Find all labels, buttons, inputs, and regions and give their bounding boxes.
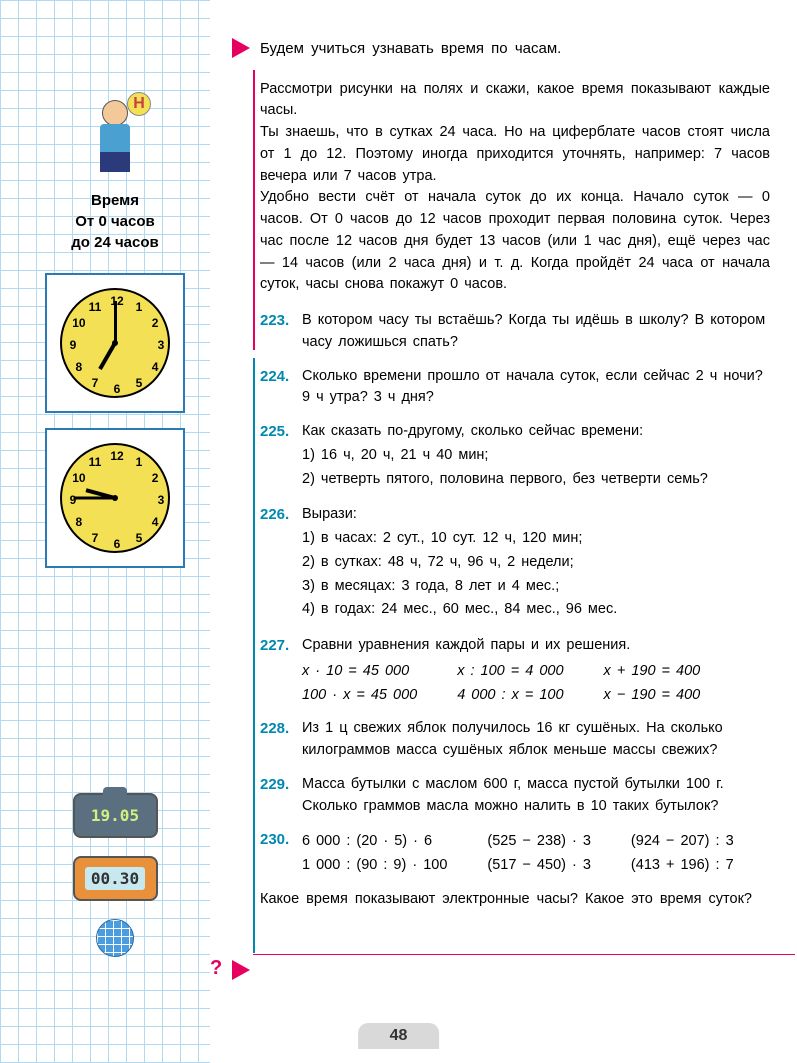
ex-225-lead: Как сказать по-другому, сколько сейчас в…	[302, 421, 770, 443]
ex-226-l3: 3) в месяцах: 3 года, 8 лет и 4 мес.;	[302, 576, 770, 598]
clock-number: 4	[147, 359, 163, 375]
exercise-226: 226. Вырази: 1) в часах: 2 сут., 10 сут.…	[260, 504, 770, 623]
clock-number: 2	[147, 470, 163, 486]
ex-225-l2: 2) четверть пятого, половина первого, бе…	[302, 469, 770, 491]
globe-icon	[96, 919, 134, 957]
main-content: Будем учиться узнавать время по часам. Р…	[260, 38, 770, 911]
clock-number: 10	[71, 315, 87, 331]
clock-number: 1	[131, 454, 147, 470]
ex-228-text: Из 1 ц свежих яблок получилось 16 кг суш…	[302, 718, 770, 762]
digital-clock-1-value: 19.05	[91, 806, 139, 825]
ex-224-text: Сколько времени прошло от начала суток, …	[302, 366, 770, 410]
ex-226-lead: Вырази:	[302, 504, 770, 526]
eq-c1r1: x · 10 = 45 000	[302, 661, 417, 683]
pink-bottom-line	[253, 954, 795, 955]
intro-text: Рассмотри рисунки на полях и скажи, како…	[260, 79, 770, 297]
clock-number: 3	[153, 492, 169, 508]
clock-number: 7	[87, 375, 103, 391]
ex-226-num: 226.	[260, 504, 302, 623]
learn-line: Будем учиться узнавать время по часам.	[260, 38, 770, 61]
triangle-marker-top	[232, 38, 250, 58]
eq-c3r2: x − 190 = 400	[604, 685, 701, 707]
clock-number: 5	[131, 375, 147, 391]
ex-226-l1: 1) в часах: 2 сут., 10 сут. 12 ч, 120 ми…	[302, 528, 770, 550]
question-mark: ?	[210, 957, 222, 980]
ex-223-num: 223.	[260, 310, 302, 354]
ex-227-lead: Сравни уравнения каждой пары и их решени…	[302, 635, 770, 657]
clock-number: 9	[65, 492, 81, 508]
clock-number: 5	[131, 530, 147, 546]
exercise-227: 227. Сравни уравнения каждой пары и их р…	[260, 635, 770, 706]
ex-227-num: 227.	[260, 635, 302, 706]
clock-number: 3	[153, 337, 169, 353]
ex-224-num: 224.	[260, 366, 302, 410]
ex-223-text: В котором часу ты встаёшь? Когда ты идёш…	[302, 310, 770, 354]
ex230-c3r1: (924 − 207) : 3	[631, 831, 734, 853]
clock-number: 2	[147, 315, 163, 331]
mascot-icon: Н	[85, 100, 145, 180]
clock-number: 12	[109, 448, 125, 464]
clock-number: 10	[71, 470, 87, 486]
ex-225-l1: 1) 16 ч, 20 ч, 21 ч 40 мин;	[302, 445, 770, 467]
digital-clock-2: 00.30	[73, 856, 158, 901]
exercise-228: 228. Из 1 ц свежих яблок получилось 16 к…	[260, 718, 770, 762]
title-line1: Время	[30, 190, 200, 211]
ex-230-cols: 6 000 : (20 · 5) · 6 1 000 : (90 : 9) · …	[302, 831, 770, 877]
clock-number: 8	[71, 514, 87, 530]
triangle-marker-bottom	[232, 960, 250, 980]
ex-228-num: 228.	[260, 718, 302, 762]
ex230-c3r2: (413 + 196) : 7	[631, 855, 734, 877]
eq-c2r2: 4 000 : x = 100	[457, 685, 563, 707]
eq-c1r2: 100 · x = 45 000	[302, 685, 417, 707]
clock-number: 9	[65, 337, 81, 353]
bottom-question: Какое время показывают электронные часы?…	[260, 889, 770, 911]
ex-225-num: 225.	[260, 421, 302, 492]
exercise-225: 225. Как сказать по-другому, сколько сей…	[260, 421, 770, 492]
clock-number: 6	[109, 536, 125, 552]
clock-number: 6	[109, 381, 125, 397]
ex-226-l4: 4) в годах: 24 мес., 60 мес., 84 мес., 9…	[302, 599, 770, 621]
cyan-vertical-line	[253, 358, 255, 953]
digital-clock-1: 19.05	[73, 793, 158, 838]
pink-vertical-line	[253, 70, 255, 350]
ex230-c1r2: 1 000 : (90 : 9) · 100	[302, 855, 447, 877]
clock-number: 8	[71, 359, 87, 375]
intro-p3: Удобно вести счёт от начала суток до их …	[260, 187, 770, 296]
ex230-c2r2: (517 − 450) · 3	[487, 855, 591, 877]
ex230-c1r1: 6 000 : (20 · 5) · 6	[302, 831, 447, 853]
sidebar: Н Время От 0 часов до 24 часов 121234567…	[30, 100, 200, 957]
clock-number: 11	[87, 454, 103, 470]
page-number: 48	[358, 1023, 440, 1049]
mascot-sign: Н	[127, 92, 151, 116]
exercise-229: 229. Масса бутылки с маслом 600 г, масса…	[260, 774, 770, 818]
ex-229-num: 229.	[260, 774, 302, 818]
title-line3: до 24 часов	[30, 232, 200, 253]
ex-226-l2: 2) в сутках: 48 ч, 72 ч, 96 ч, 2 недели;	[302, 552, 770, 574]
eq-c2r1: x : 100 = 4 000	[457, 661, 563, 683]
clock-number: 12	[109, 293, 125, 309]
ex-229-text: Масса бутылки с маслом 600 г, масса пуст…	[302, 774, 770, 818]
title-line2: От 0 часов	[30, 211, 200, 232]
clock-2: 12 12 3 45678 9 1011	[45, 428, 185, 568]
ex-227-equations: x · 10 = 45 000 100 · x = 45 000 x : 100…	[302, 661, 770, 707]
clock-number: 7	[87, 530, 103, 546]
ex230-c2r1: (525 − 238) · 3	[487, 831, 591, 853]
exercise-230: 230. 6 000 : (20 · 5) · 6 1 000 : (90 : …	[260, 829, 770, 877]
digital-clock-2-value: 00.30	[85, 867, 145, 890]
clock-number: 4	[147, 514, 163, 530]
intro-p2: Ты знаешь, что в сутках 24 часа. Но на ц…	[260, 122, 770, 187]
exercise-223: 223. В котором часу ты встаёшь? Когда ты…	[260, 310, 770, 354]
ex-230-num: 230.	[260, 829, 302, 877]
sidebar-title: Время От 0 часов до 24 часов	[30, 190, 200, 253]
clock-1: 12 12 3 45678 9 1011	[45, 273, 185, 413]
clock-number: 1	[131, 299, 147, 315]
intro-p1: Рассмотри рисунки на полях и скажи, како…	[260, 79, 770, 123]
exercise-224: 224. Сколько времени прошло от начала су…	[260, 366, 770, 410]
eq-c3r1: x + 190 = 400	[604, 661, 701, 683]
clock-number: 11	[87, 299, 103, 315]
